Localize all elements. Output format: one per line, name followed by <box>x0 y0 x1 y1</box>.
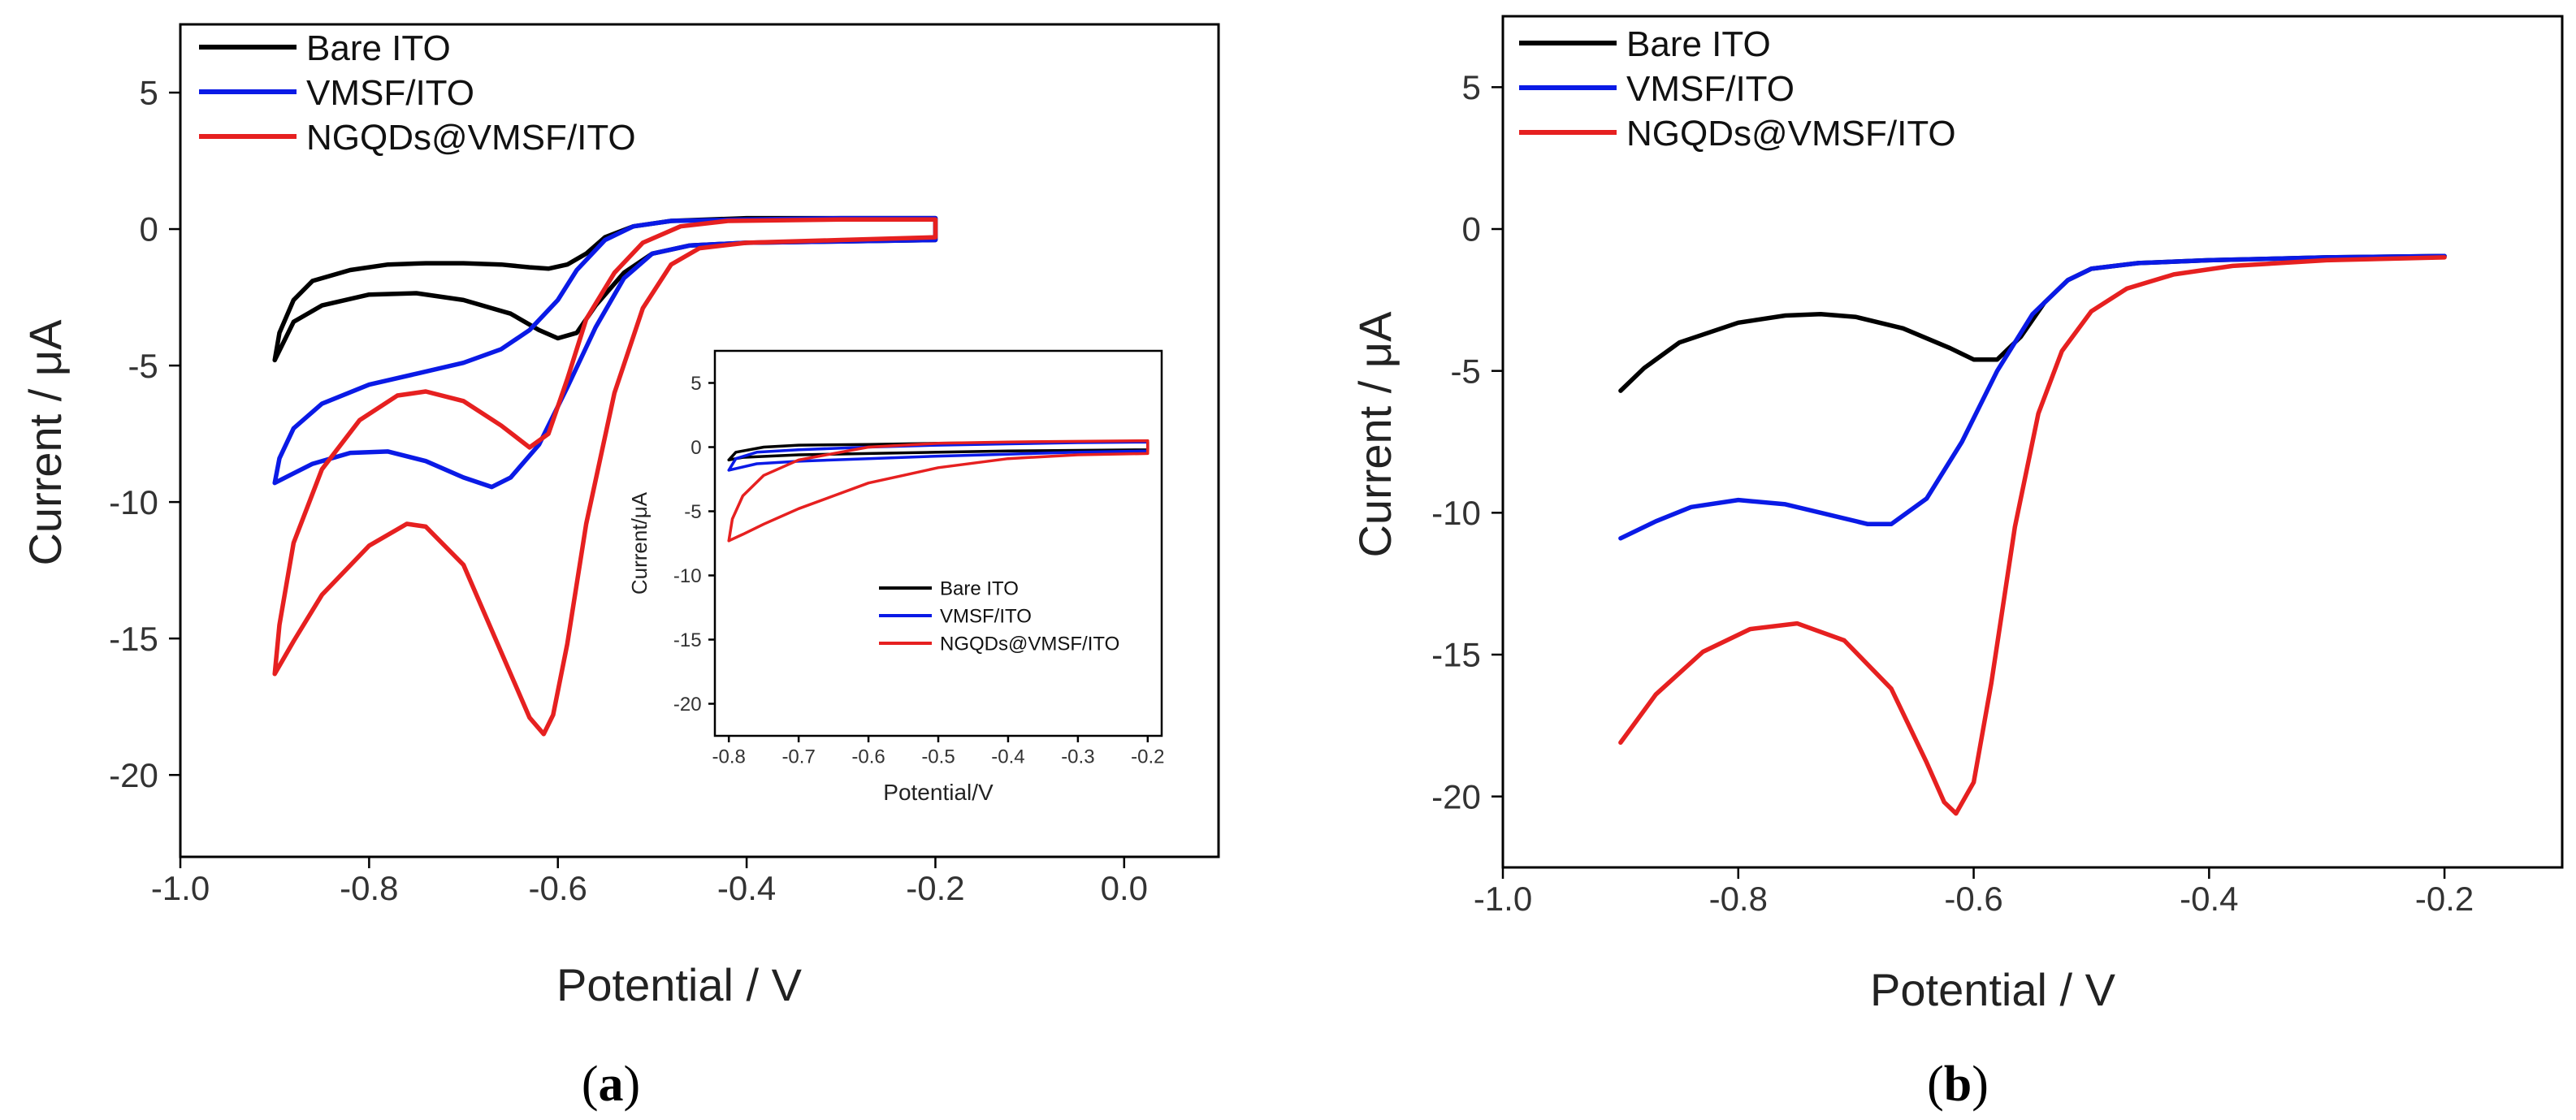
inset-legend: Bare ITO VMSF/ITO NGQDs@VMSF/ITO <box>879 578 1119 655</box>
panel-a-x-axis-title: Potential / V <box>556 959 803 1010</box>
inset-y-tick-label: -5 <box>684 501 701 523</box>
panel-a-series-line-3 <box>272 217 938 737</box>
panel-a-legend-label: Bare ITO <box>306 28 451 68</box>
panel-b-label-letter: b <box>1944 1057 1972 1112</box>
panel-a-y-tick-label: -20 <box>109 756 158 794</box>
panel-a-legend-label: VMSF/ITO <box>306 73 474 113</box>
panel-b-x-tick-label: -0.2 <box>2415 880 2474 918</box>
panel-a-plot-lines <box>272 215 938 737</box>
inset-legend-label: Bare ITO <box>940 578 1019 600</box>
panel-b-plot-lines <box>1618 253 2447 816</box>
panel-b-chart: -1.0 -0.8 -0.6 -0.4 -0.2 5 0 -5 -10 -15 -20 Bare I… <box>1349 15 2564 1112</box>
panel-a-y-tick-label: -5 <box>128 347 158 385</box>
panel-b-legend: Bare ITO VMSF/ITO NGQDs@VMSF/ITO <box>1519 24 1956 154</box>
panel-b-y-tick-label: -5 <box>1450 352 1480 390</box>
panel-a-label: (a) <box>582 1057 640 1112</box>
panel-b-series-line-3 <box>1618 255 2447 816</box>
panel-a-x-tick-label: -0.8 <box>340 869 398 907</box>
panel-b-label: (b) <box>1927 1057 1989 1112</box>
inset-axis-ticks: -0.8 -0.7 -0.6 -0.5 -0.4 -0.3 -0.2 5 0 -5 -10 -15 -2… <box>673 373 1165 768</box>
panel-a-x-tick-label: -0.2 <box>906 869 964 907</box>
inset-y-tick-label: -10 <box>673 565 702 587</box>
inset-x-tick-label: -0.2 <box>1131 746 1164 768</box>
panel-b-series-line-2 <box>1618 253 2447 541</box>
inset-x-tick-label: -0.4 <box>991 746 1024 768</box>
inset-legend-label: NGQDs@VMSF/ITO <box>940 634 1119 655</box>
inset-y-tick-label: 0 <box>691 437 701 459</box>
panel-b-x-tick-label: -0.4 <box>2180 880 2238 918</box>
panel-b-y-tick-label: -20 <box>1431 777 1481 815</box>
inset-x-tick-label: -0.7 <box>781 746 815 768</box>
panel-a-chart: -1.0 -0.8 -0.6 -0.4 -0.2 0.0 5 0 -5 -10 -15 -20 Bar… <box>19 23 1220 1112</box>
panel-a-x-tick-label: -0.4 <box>717 869 776 907</box>
inset-series-line-3 <box>727 439 1149 543</box>
panel-b-y-tick-label: 0 <box>1461 210 1480 249</box>
inset-legend-label: VMSF/ITO <box>940 606 1032 628</box>
panel-a-legend: Bare ITO VMSF/ITO NGQDs@VMSF/ITO <box>199 28 636 158</box>
panel-b-axis-ticks: -1.0 -0.8 -0.6 -0.4 -0.2 5 0 -5 -10 -15 -20 <box>1431 68 2474 918</box>
panel-b-legend-label: VMSF/ITO <box>1626 69 1795 109</box>
panel-b-axes-frame <box>1501 15 2564 869</box>
panel-a-y-tick-label: 0 <box>139 210 158 249</box>
panel-b-y-tick-label: 5 <box>1461 68 1480 106</box>
panel-a-axes-frame <box>179 23 1220 858</box>
inset-x-axis-title: Potential/V <box>883 780 994 805</box>
panel-a-series-line-2 <box>272 215 938 490</box>
inset-x-tick-label: -0.3 <box>1061 746 1094 768</box>
panel-b-x-tick-label: -0.8 <box>1709 880 1768 918</box>
panel-b-x-tick-label: -0.6 <box>1944 880 2002 918</box>
panel-a-inset-chart: -0.8 -0.7 -0.6 -0.5 -0.4 -0.3 -0.2 5 0 -5 -10 -15 -2… <box>627 349 1165 805</box>
panel-b-x-tick-label: -1.0 <box>1474 880 1532 918</box>
inset-y-tick-label: -15 <box>673 629 702 651</box>
panel-a-y-axis-title: Current / μA <box>19 319 71 566</box>
inset-y-tick-label: 5 <box>691 373 701 395</box>
panel-b-legend-label: NGQDs@VMSF/ITO <box>1626 114 1956 154</box>
panel-a-x-tick-label: -1.0 <box>151 869 210 907</box>
panel-a-y-tick-label: 5 <box>139 74 158 112</box>
inset-background <box>715 351 1162 736</box>
panel-a-x-tick-label: -0.6 <box>529 869 587 907</box>
inset-x-tick-label: -0.8 <box>712 746 746 768</box>
panel-b-x-axis-title: Potential / V <box>1870 964 2116 1015</box>
panel-a-legend-label: NGQDs@VMSF/ITO <box>306 118 636 158</box>
panel-a-x-tick-label: 0.0 <box>1101 869 1148 907</box>
panel-b-y-tick-label: -15 <box>1431 636 1481 674</box>
inset-x-tick-label: -0.6 <box>851 746 885 768</box>
panel-b-legend-label: Bare ITO <box>1626 24 1771 64</box>
panel-a-y-tick-label: -10 <box>109 483 158 521</box>
inset-y-tick-label: -20 <box>673 694 702 716</box>
panel-a-axis-ticks: -1.0 -0.8 -0.6 -0.4 -0.2 0.0 5 0 -5 -10 -15 -20 <box>109 74 1148 907</box>
inset-y-axis-title: Current/μA <box>627 491 652 595</box>
panel-b-y-tick-label: -10 <box>1431 494 1481 532</box>
panel-a-y-tick-label: -15 <box>109 620 158 658</box>
inset-x-tick-label: -0.5 <box>921 746 955 768</box>
inset-plot-lines <box>727 439 1149 543</box>
panel-a-label-letter: a <box>599 1057 624 1112</box>
panel-b-y-axis-title: Current / μA <box>1349 311 1401 558</box>
